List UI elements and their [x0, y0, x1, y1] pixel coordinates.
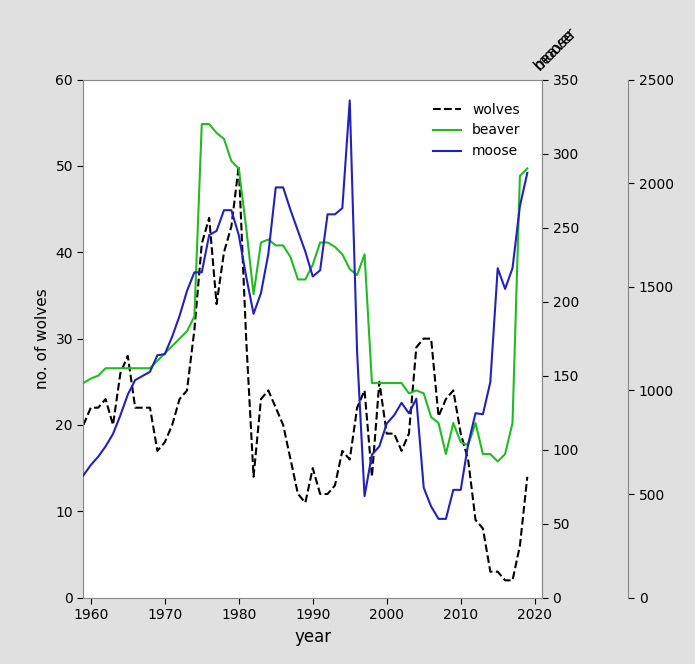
beaver: [323, 238, 332, 246]
moose: [479, 410, 487, 418]
beaver: [523, 165, 532, 173]
beaver: [242, 224, 250, 232]
wolves: [183, 386, 191, 394]
beaver: [493, 457, 502, 465]
wolves: [235, 162, 243, 170]
beaver: [168, 342, 177, 350]
wolves: [523, 473, 532, 481]
moose: [523, 169, 532, 177]
moose: [316, 266, 325, 274]
Line: beaver: beaver: [83, 124, 528, 461]
moose: [345, 96, 354, 104]
moose: [434, 515, 443, 523]
beaver: [79, 379, 88, 387]
Y-axis label: no. of wolves: no. of wolves: [35, 288, 50, 389]
wolves: [501, 576, 509, 584]
wolves: [323, 490, 332, 498]
beaver: [197, 120, 206, 128]
wolves: [353, 404, 361, 412]
beaver: [183, 327, 191, 335]
beaver: [471, 419, 480, 427]
moose: [183, 287, 191, 295]
moose: [235, 231, 243, 239]
moose: [79, 471, 88, 479]
wolves: [471, 516, 480, 524]
wolves: [79, 421, 88, 429]
Line: wolves: wolves: [83, 166, 528, 580]
wolves: [242, 335, 250, 343]
Text: moose: moose: [532, 26, 578, 73]
X-axis label: year: year: [294, 627, 332, 645]
Text: beaver: beaver: [532, 25, 580, 73]
Line: moose: moose: [83, 100, 528, 519]
wolves: [168, 421, 177, 429]
moose: [353, 349, 361, 357]
beaver: [353, 271, 361, 279]
moose: [168, 333, 177, 341]
Legend: wolves, beaver, moose: wolves, beaver, moose: [427, 97, 526, 164]
